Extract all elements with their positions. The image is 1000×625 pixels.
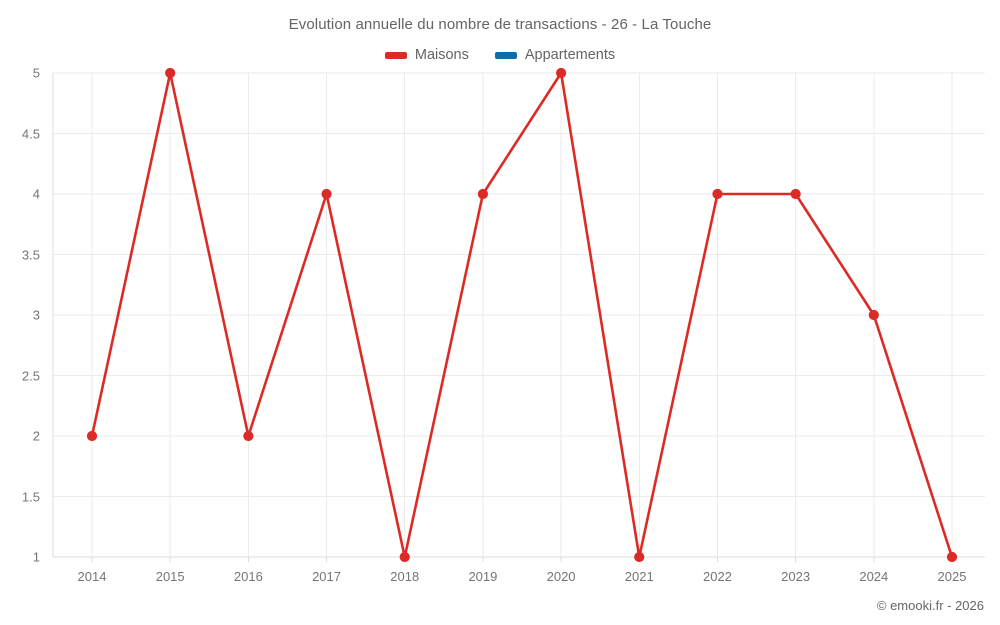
axis-lines [52, 73, 953, 562]
y-axis-tick-label: 1 [32, 549, 40, 565]
data-point-marker[interactable] [321, 188, 332, 200]
footer-credit: © emooki.fr - 2026 [876, 598, 984, 613]
legend-swatch-maisons [384, 51, 407, 59]
legend-item-appartements[interactable]: Appartements [494, 47, 616, 63]
data-point-marker[interactable] [712, 188, 723, 200]
data-point-marker[interactable] [634, 551, 645, 563]
x-axis-tick-label: 2016 [233, 569, 263, 584]
x-axis-tick-label: 2022 [702, 569, 732, 584]
data-point-marker[interactable] [868, 309, 879, 321]
x-axis-tick-label: 2025 [937, 569, 967, 584]
x-axis-tick-label: 2021 [624, 569, 654, 584]
legend-label-maisons: Maisons [414, 47, 469, 63]
x-axis-tick-label: 2024 [859, 569, 889, 584]
legend-label-appartements: Appartements [524, 47, 616, 63]
chart-title: Evolution annuelle du nombre de transact… [288, 16, 712, 33]
data-point-marker[interactable] [477, 188, 489, 200]
y-axis-tick-label: 5 [32, 65, 40, 81]
y-axis-tick-label: 3 [32, 307, 40, 323]
data-point-marker[interactable] [86, 430, 98, 442]
x-axis-tick-label: 2014 [77, 569, 107, 584]
y-axis-tick-label: 3.5 [21, 247, 40, 262]
y-axis-tick-label: 2 [32, 428, 40, 444]
legend-swatch-appartements [494, 51, 517, 59]
series-line-maisons [90, 71, 954, 559]
y-axis-tick-label: 4.5 [21, 126, 40, 141]
data-point-marker[interactable] [399, 551, 410, 563]
data-point-marker[interactable] [165, 67, 176, 79]
data-point-marker[interactable] [555, 67, 567, 79]
gridlines [53, 72, 985, 558]
data-point-marker[interactable] [946, 551, 958, 563]
data-series-layer [86, 67, 958, 563]
y-axis-tick-label: 2.5 [21, 368, 40, 383]
chart-legend: Maisons Appartements [0, 45, 1000, 65]
data-point-marker[interactable] [790, 188, 801, 200]
x-axis-tick-label: 2019 [468, 569, 498, 584]
x-axis-tick-label: 2023 [781, 569, 811, 584]
x-axis-tick-label: 2015 [155, 569, 185, 584]
x-axis-tick-label: 2017 [312, 569, 341, 584]
data-point-marker[interactable] [243, 430, 254, 442]
x-axis-tick-label: 2018 [390, 569, 420, 584]
y-axis-tick-label: 1.5 [21, 489, 40, 504]
legend-item-maisons[interactable]: Maisons [384, 47, 469, 63]
x-axis-tick-label: 2020 [546, 569, 576, 584]
y-axis-tick-label: 4 [32, 186, 40, 202]
